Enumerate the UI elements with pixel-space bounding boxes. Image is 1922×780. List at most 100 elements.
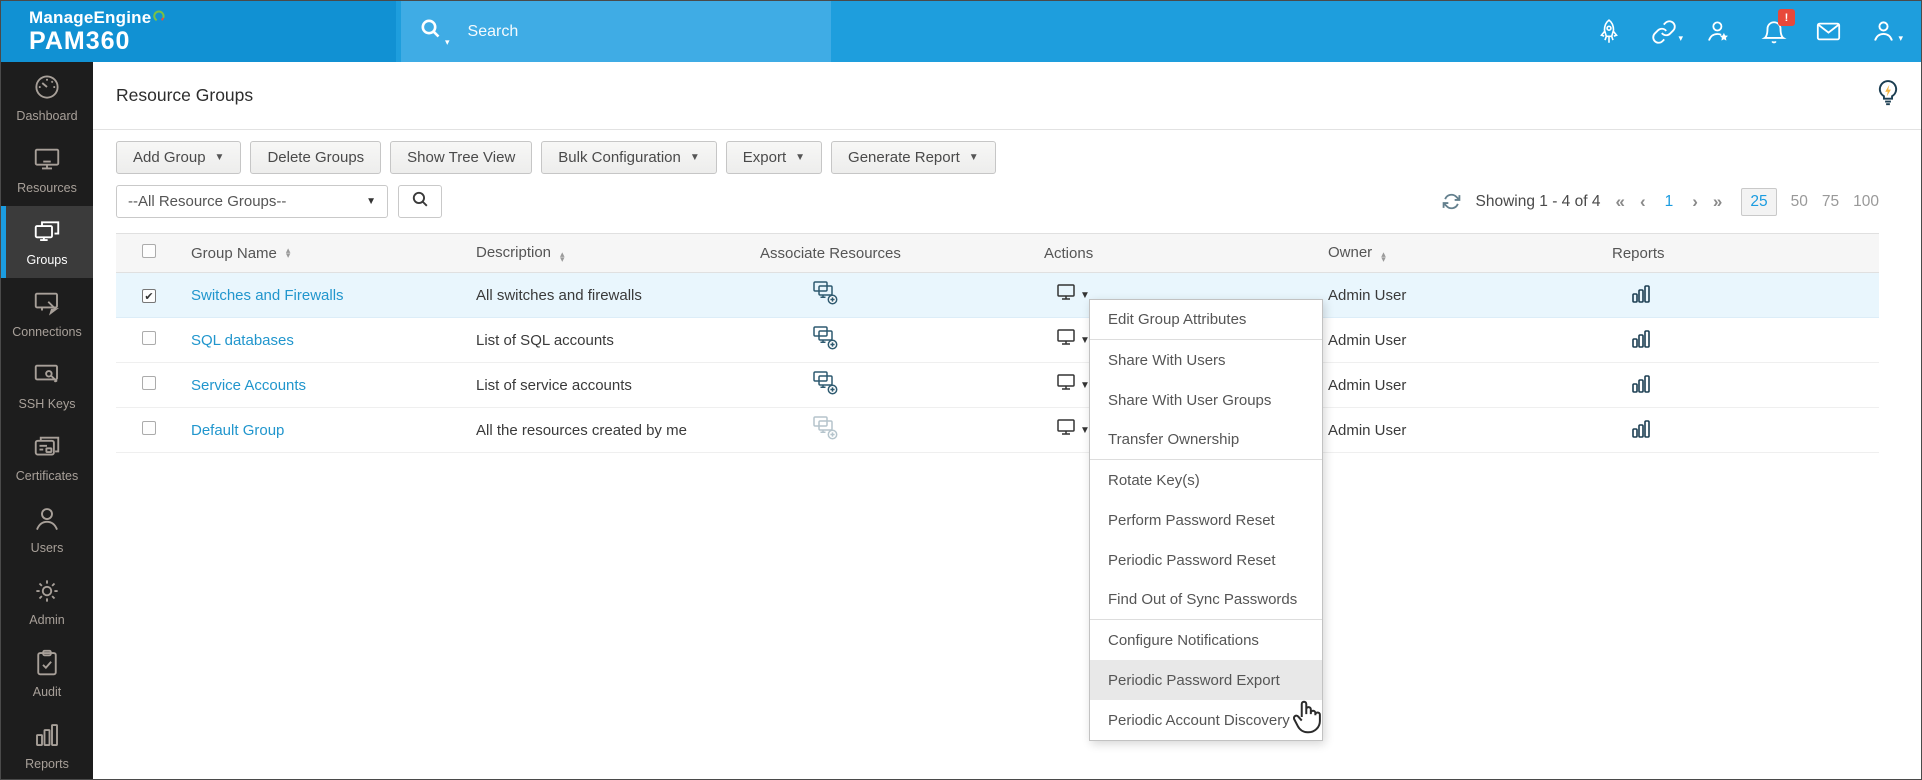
sidebar-item-users[interactable]: Users	[1, 493, 93, 565]
user-star-icon[interactable]	[1691, 1, 1746, 62]
current-page-number[interactable]: 1	[1664, 192, 1674, 210]
bulk-configuration-button[interactable]: Bulk Configuration ▼	[541, 141, 717, 174]
link-icon[interactable]: ▾	[1636, 1, 1691, 62]
first-page-icon[interactable]: «	[1615, 192, 1625, 211]
menu-item-share-with-user-groups[interactable]: Share With User Groups	[1108, 391, 1272, 409]
page-size-75[interactable]: 75	[1821, 192, 1840, 210]
filter-search-button[interactable]	[398, 185, 442, 218]
sidebar-item-label: Resources	[17, 181, 77, 196]
group-name-link[interactable]: Switches and Firewalls	[191, 286, 344, 304]
lightbulb-tips-icon[interactable]	[1875, 79, 1901, 112]
sidebar-item-reports[interactable]: Reports	[1, 709, 93, 779]
row-checkbox[interactable]	[142, 376, 156, 390]
bell-icon[interactable]: !	[1746, 1, 1801, 62]
sidebar-item-resources[interactable]: Resources	[1, 134, 93, 206]
associate-resources-icon-disabled	[812, 416, 839, 445]
caret-down-icon[interactable]: ▼	[1080, 289, 1090, 301]
column-header-owner[interactable]: Owner ▴ ▾	[1328, 243, 1386, 264]
page-size-50[interactable]: 50	[1790, 192, 1808, 210]
actions-context-menu: Edit Group Attributes Share With Users S…	[1089, 299, 1323, 741]
sort-icon[interactable]: ▴ ▾	[1381, 248, 1386, 264]
group-description: List of service accounts	[476, 376, 632, 394]
menu-item-transfer-ownership[interactable]: Transfer Ownership	[1090, 420, 1322, 460]
menu-item-share-with-users[interactable]: Share With Users	[1108, 351, 1226, 369]
menu-item-periodic-password-reset[interactable]: Periodic Password Reset	[1108, 551, 1276, 569]
table-row: Service Accounts List of service account…	[116, 363, 1879, 408]
menu-item-edit-group-attributes[interactable]: Edit Group Attributes	[1090, 300, 1322, 340]
search-scope-caret-icon[interactable]: ▾	[445, 37, 450, 47]
table-row: Default Group All the resources created …	[116, 408, 1879, 453]
resource-group-filter-select[interactable]: --All Resource Groups-- ▼	[116, 185, 388, 218]
add-group-button[interactable]: Add Group ▼	[116, 141, 242, 174]
report-chart-icon[interactable]	[1631, 374, 1651, 398]
sort-icon[interactable]: ▴ ▾	[285, 244, 291, 260]
menu-item-configure-notifications[interactable]: Configure Notifications	[1108, 631, 1259, 649]
select-all-checkbox[interactable]	[142, 244, 156, 258]
sidebar-item-label: Groups	[26, 253, 68, 268]
brand-logo[interactable]: ManageEngine PAM360	[1, 1, 396, 62]
sidebar-item-ssh-keys[interactable]: SSH Keys	[1, 350, 93, 422]
associate-resources-icon[interactable]	[812, 371, 839, 400]
certificate-icon	[32, 432, 62, 462]
associate-resources-icon[interactable]	[812, 281, 839, 310]
sidebar-nav: Dashboard Resources Groups Connections S…	[1, 62, 93, 779]
group-owner: Admin User	[1328, 376, 1407, 394]
actions-menu-icon[interactable]	[1056, 373, 1078, 397]
column-header-description[interactable]: Description ▴ ▾	[476, 243, 565, 264]
refresh-icon[interactable]	[1442, 192, 1461, 211]
pagination: Showing 1 - 4 of 4 « ‹ 1 › » 25 50 75 10…	[1442, 187, 1879, 216]
generate-report-button[interactable]: Generate Report ▼	[831, 141, 996, 174]
rocket-icon[interactable]	[1581, 1, 1636, 62]
menu-item-perform-password-reset[interactable]: Perform Password Reset	[1108, 511, 1275, 529]
table-row: SQL databases List of SQL accounts ▼ Adm…	[116, 318, 1879, 363]
sidebar-item-dashboard[interactable]: Dashboard	[1, 62, 93, 134]
next-page-icon[interactable]: ›	[1692, 192, 1698, 211]
previous-page-icon[interactable]: ‹	[1639, 192, 1646, 211]
caret-down-icon[interactable]: ▼	[1080, 379, 1090, 391]
row-checkbox[interactable]: ✔	[142, 289, 156, 303]
page-size-100[interactable]: 100	[1853, 192, 1879, 210]
actions-menu-icon[interactable]	[1056, 283, 1078, 307]
menu-item-periodic-password-export[interactable]: Periodic Password Export	[1090, 660, 1322, 700]
caret-down-icon: ▼	[795, 152, 806, 163]
actions-menu-icon[interactable]	[1056, 328, 1078, 352]
sort-icon[interactable]: ▴ ▾	[560, 248, 565, 264]
associate-resources-icon[interactable]	[812, 326, 839, 355]
actions-menu-icon[interactable]	[1056, 418, 1078, 442]
sidebar-item-connections[interactable]: Connections	[1, 278, 93, 350]
export-button[interactable]: Export ▼	[725, 141, 823, 174]
row-checkbox[interactable]	[142, 421, 156, 435]
top-header-bar: ManageEngine PAM360 ▾ ▾	[1, 1, 1921, 62]
sidebar-item-audit[interactable]: Audit	[1, 637, 93, 709]
gauge-icon	[32, 72, 62, 102]
page-size-25[interactable]: 25	[1741, 187, 1777, 216]
menu-item-periodic-account-discovery[interactable]: Periodic Account Discovery	[1108, 711, 1290, 729]
filter-and-pagination-row: --All Resource Groups-- ▼ Showing 1 - 4 …	[116, 185, 1879, 218]
group-owner: Admin User	[1328, 331, 1407, 349]
group-name-link[interactable]: Service Accounts	[191, 376, 307, 394]
menu-item-find-out-of-sync-passwords[interactable]: Find Out of Sync Passwords	[1090, 580, 1322, 620]
account-icon[interactable]: ▾	[1856, 1, 1911, 62]
user-icon	[32, 504, 62, 534]
report-chart-icon[interactable]	[1631, 329, 1651, 353]
column-header-group-name[interactable]: Group Name ▴ ▾	[191, 244, 291, 262]
sidebar-item-admin[interactable]: Admin	[1, 565, 93, 637]
sidebar-item-certificates[interactable]: Certificates	[1, 422, 93, 494]
report-chart-icon[interactable]	[1631, 419, 1651, 443]
show-tree-view-button[interactable]: Show Tree View	[390, 141, 533, 174]
last-page-icon[interactable]: »	[1712, 192, 1723, 211]
sidebar-item-groups[interactable]: Groups	[1, 205, 93, 278]
group-name-link[interactable]: SQL databases	[191, 331, 294, 349]
search-input[interactable]	[467, 22, 768, 41]
delete-groups-button[interactable]: Delete Groups	[250, 141, 382, 174]
global-search-bar[interactable]: ▾	[401, 1, 831, 62]
column-header-actions: Actions	[1044, 244, 1094, 262]
report-chart-icon[interactable]	[1631, 284, 1651, 308]
caret-down-icon[interactable]: ▼	[1080, 424, 1090, 436]
menu-item-rotate-keys[interactable]: Rotate Key(s)	[1108, 471, 1200, 489]
mail-icon[interactable]	[1801, 1, 1856, 62]
row-checkbox[interactable]	[142, 331, 156, 345]
caret-down-icon[interactable]: ▼	[1080, 334, 1090, 346]
group-name-link[interactable]: Default Group	[191, 421, 285, 439]
